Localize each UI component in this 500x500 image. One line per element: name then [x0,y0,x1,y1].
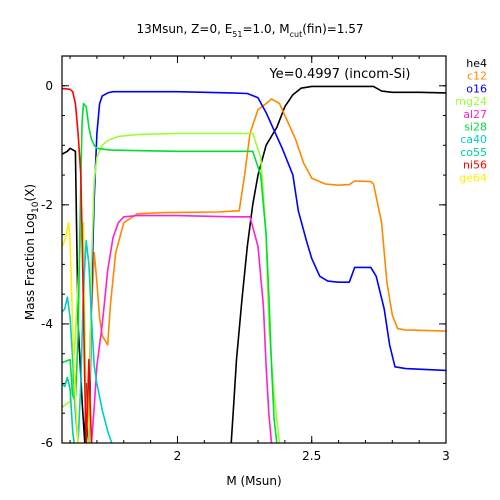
y-tick-label: 0 [45,79,53,93]
chart-title: 13Msun, Z=0, E51=1.0, Mcut(fin)=1.57 [136,22,363,39]
series-line-o16 [88,90,446,443]
title-lead: 13Msun, Z=0, E [136,22,232,36]
title-m-subscript: cut [290,30,303,39]
series-lines [62,85,446,443]
series-line-ge64 [62,221,79,443]
series-line-al27 [90,214,273,443]
x-tick-label: 2.5 [302,449,321,463]
legend-entry-he4: he4 [466,57,487,70]
legend-entry-si28: si28 [464,121,487,134]
series-line-ni56 [62,87,93,443]
y-tick-label: -2 [41,198,53,212]
y-tick-label: -4 [41,317,53,331]
y-tick-label: -6 [41,436,53,450]
legend-entry-o16: o16 [466,82,487,95]
legend-entry-al27: al27 [463,108,487,121]
series-line-si28 [62,102,278,443]
legend-entry-ca40: ca40 [460,133,487,146]
title-e-subscript: 51 [232,30,242,39]
ye-annotation: Ye=0.4997 (incom-Si) [268,67,410,82]
series-line-he4 [62,85,446,443]
x-axis-label: M (Msun) [226,474,281,488]
legend-entry-mg24: mg24 [455,95,487,108]
legend-entry-co55: co55 [460,146,487,159]
y-label-tail: (X) [23,184,37,202]
axis-ticks: 2 2.5 3 0 -2 -4 -6 [41,55,450,463]
title-tail: (fin)=1.57 [302,22,363,36]
title-mid: =1.0, M [242,22,289,36]
series-line-co55 [62,376,75,443]
y-label-subscript: 10 [31,201,41,213]
legend-entry-c12: c12 [467,70,487,83]
legend-entry-ge64: ge64 [459,171,487,184]
plot-frame [61,55,447,444]
y-label-lead: Mass Fraction Log [23,213,37,320]
legend-entry-ni56: ni56 [463,159,487,172]
x-tick-label: 2 [174,449,182,463]
series-layer [62,85,446,443]
x-tick-label: 3 [442,449,450,463]
y-axis-label: Mass Fraction Log10(X) [23,184,41,320]
